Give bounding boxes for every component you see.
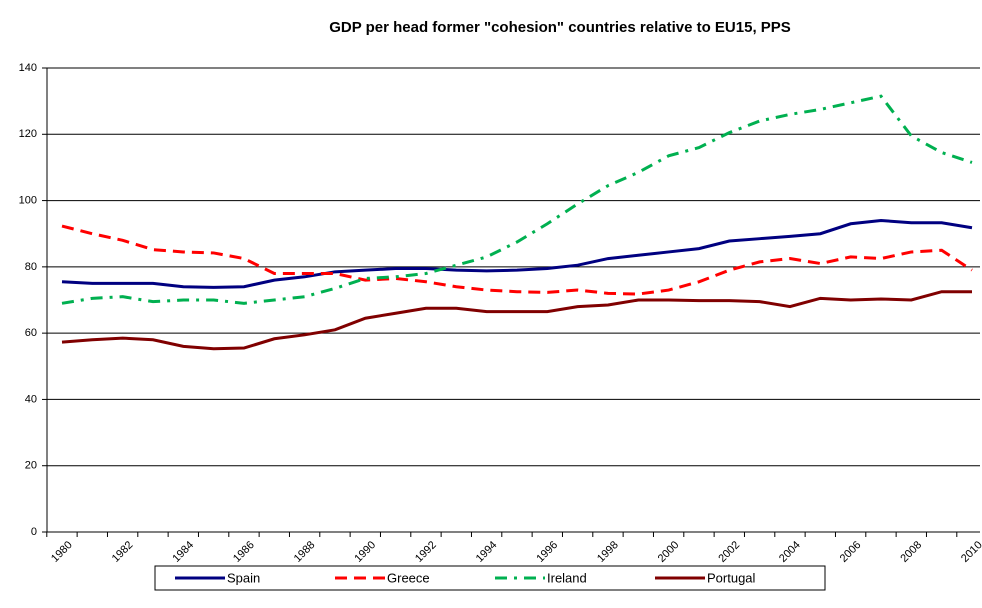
x-tick-label: 2000 (656, 539, 682, 565)
legend-label: Portugal (707, 570, 756, 585)
y-tick-label: 60 (25, 327, 37, 339)
line-series (61, 218, 973, 289)
x-tick-label: 2008 (898, 539, 924, 565)
x-tick-label: 1996 (534, 539, 560, 565)
line-series (61, 94, 973, 305)
y-tick-label: 100 (19, 194, 37, 206)
x-tick-label: 1992 (413, 539, 439, 565)
legend-label: Ireland (547, 570, 587, 585)
x-tick-label: 1984 (170, 539, 196, 565)
x-tick-label: 1982 (110, 539, 136, 565)
x-tick-label: 1988 (292, 539, 318, 565)
x-tick-label: 2002 (716, 539, 742, 565)
y-tick-label: 20 (25, 460, 37, 472)
y-tick-label: 0 (31, 526, 37, 538)
line-series (61, 224, 973, 296)
x-tick-label: 1986 (231, 539, 257, 565)
x-tick-label: 1994 (474, 539, 500, 565)
x-tick-label: 2004 (777, 539, 803, 565)
legend-label: Greece (387, 570, 430, 585)
y-tick-label: 40 (25, 393, 37, 405)
x-tick-label: 2006 (838, 539, 864, 565)
y-tick-label: 140 (19, 62, 37, 74)
chart-title: GDP per head former "cohesion" countries… (329, 19, 791, 36)
line-series (61, 290, 972, 351)
legend-box (154, 565, 826, 591)
x-tick-label: 1990 (352, 539, 378, 565)
legend-label: Spain (227, 570, 260, 585)
x-tick-label: 1980 (49, 539, 75, 565)
y-tick-label: 120 (19, 128, 37, 140)
x-tick-label: 2010 (959, 539, 982, 565)
x-tick-label: 1998 (595, 539, 621, 565)
y-tick-label: 80 (25, 261, 37, 273)
